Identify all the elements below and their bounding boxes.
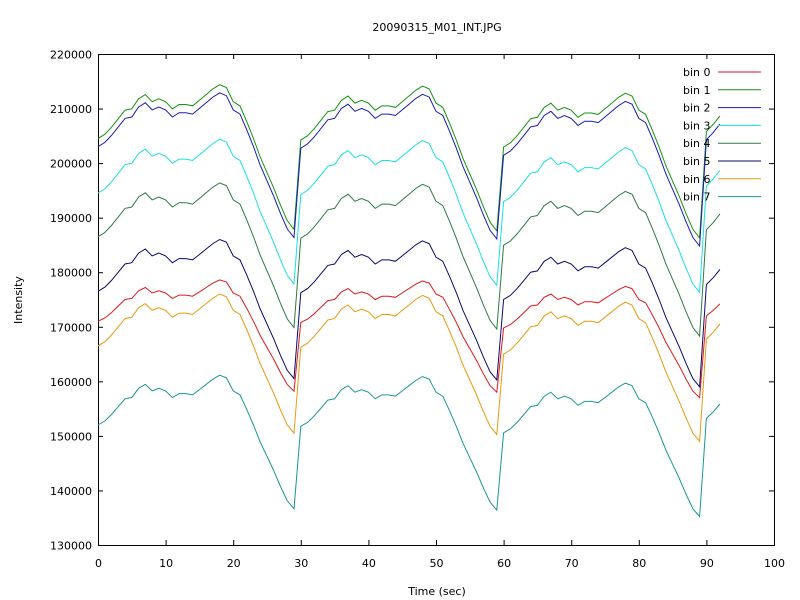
y-tick-label: 140000 <box>50 485 92 498</box>
plot-frame <box>98 54 775 546</box>
x-tick-label: 70 <box>565 557 579 570</box>
y-tick-label: 220000 <box>50 49 92 62</box>
y-tick-label: 180000 <box>50 267 92 280</box>
y-tick-label: 210000 <box>50 103 92 116</box>
x-tick-label: 10 <box>159 557 173 570</box>
legend-label: bin 6 <box>683 173 711 186</box>
legend-label: bin 3 <box>683 119 711 132</box>
y-tick-label: 200000 <box>50 158 92 171</box>
x-tick-label: 60 <box>497 557 511 570</box>
series-line <box>97 182 721 338</box>
legend-label: bin 1 <box>683 84 711 97</box>
x-tick-label: 50 <box>430 557 444 570</box>
series-line <box>97 84 721 240</box>
legend-label: bin 4 <box>683 137 711 150</box>
x-tick-label: 0 <box>95 557 102 570</box>
axes: 0 10 20 30 40 50 60 70 80 90 100 130000 140000 150000… <box>50 49 785 571</box>
x-tick-label: 40 <box>362 557 376 570</box>
x-tick-label: 90 <box>700 557 714 570</box>
y-tick-label: 150000 <box>50 430 92 443</box>
legend-label: bin 2 <box>683 102 711 115</box>
legend-label: bin 0 <box>683 66 711 79</box>
x-axis-label: Time (sec) <box>407 585 466 598</box>
series-line <box>97 279 721 399</box>
x-tick-label: 20 <box>227 557 241 570</box>
x-tick-label: 100 <box>764 557 785 570</box>
y-tick-label: 190000 <box>50 212 92 225</box>
series-line <box>97 293 721 443</box>
chart-title: 20090315_M01_INT.JPG <box>372 21 501 34</box>
legend: bin 0 bin 1 bin 2 bin 3 bin 4 bin 5 bin 6 bin 7 <box>683 66 761 204</box>
y-tick-label: 130000 <box>50 540 92 553</box>
y-tick-label: 170000 <box>50 321 92 334</box>
legend-label: bin 5 <box>683 155 711 168</box>
series-line <box>97 238 721 389</box>
y-axis-label: Intensity <box>12 276 25 324</box>
x-tick-label: 30 <box>294 557 308 570</box>
legend-label: bin 7 <box>683 191 711 204</box>
series-lines <box>97 84 721 518</box>
y-tick-label: 160000 <box>50 376 92 389</box>
series-line <box>97 374 721 518</box>
series-line <box>97 138 721 294</box>
series-line <box>97 92 721 248</box>
x-tick-label: 80 <box>632 557 646 570</box>
